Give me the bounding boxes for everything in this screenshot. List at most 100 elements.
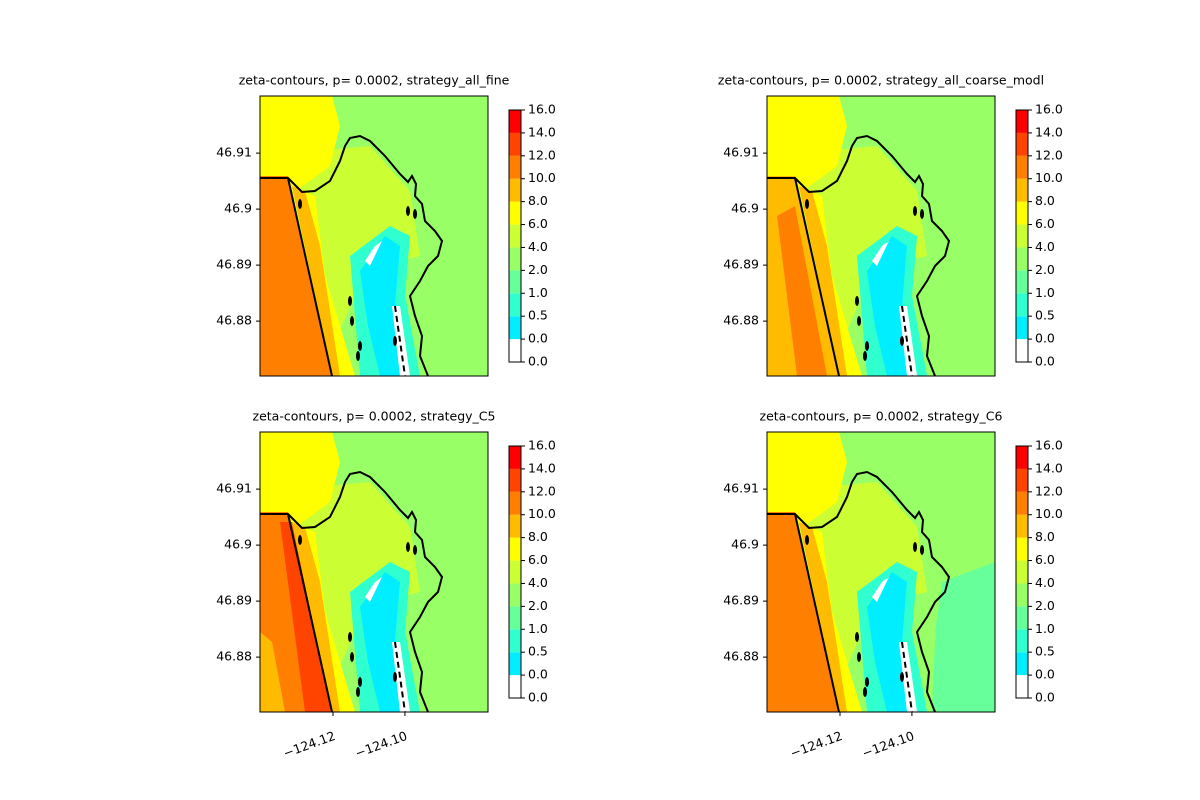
colorbar-segment: [509, 675, 521, 698]
colorbar-segment: [1016, 560, 1028, 584]
shore-line: [901, 305, 913, 376]
colorbar-tick-label: 0.0: [528, 354, 548, 369]
island: [358, 677, 362, 687]
shore-line: [901, 641, 913, 712]
island: [857, 652, 861, 662]
field: [799, 186, 847, 376]
colorbar-tick-label: 16.0: [528, 102, 556, 117]
field: [260, 432, 340, 524]
island: [865, 677, 869, 687]
beach-line: [794, 177, 840, 376]
colorbar-tick-label: 2.0: [1035, 262, 1055, 277]
colorbar-tick-label: 6.0: [1035, 216, 1055, 231]
colorbar-segment: [1016, 339, 1028, 362]
axes-frame: [259, 95, 489, 377]
island: [358, 341, 362, 351]
island: [857, 316, 861, 326]
colorbar-tick-label: 10.0: [1035, 506, 1063, 521]
colorbar-segment: [509, 132, 521, 156]
colorbar-tick-label: 16.0: [1035, 102, 1063, 117]
colorbar-tick-label: 4.0: [1035, 239, 1055, 254]
colorbar-segment: [509, 247, 521, 271]
colorbar-frame: [1015, 445, 1029, 699]
colorbar-segment: [1016, 446, 1028, 469]
colorbar-tick-label: 14.0: [528, 460, 556, 475]
field: [365, 577, 382, 602]
y-tick-label: 46.9: [224, 537, 252, 552]
colorbar-segment: [1016, 537, 1028, 561]
colorbar-segment: [509, 629, 521, 653]
colorbar-segment: [1016, 201, 1028, 225]
island: [913, 542, 917, 552]
coastline: [260, 470, 444, 712]
map: [260, 432, 488, 712]
colorbar-tick-label: 2.0: [528, 262, 548, 277]
axes-frame: [259, 431, 489, 713]
field: [872, 577, 889, 602]
island: [356, 687, 360, 697]
colorbar-segment: [509, 270, 521, 294]
island: [913, 206, 917, 216]
panel-title: zeta-contours, p= 0.0002, strategy_all_f…: [239, 73, 510, 88]
map: [260, 96, 488, 376]
colorbar-segment: [509, 560, 521, 584]
colorbar-frame: [508, 109, 522, 363]
island: [920, 209, 924, 219]
colorbar-tick-label: 16.0: [1035, 438, 1063, 453]
colorbar-segment: [1016, 132, 1028, 156]
colorbar-tick-label: 0.5: [1035, 644, 1055, 659]
x-tick-label: −124.10: [353, 728, 409, 761]
field: [425, 582, 488, 712]
y-tick-label: 46.9: [731, 201, 759, 216]
field: [292, 522, 340, 712]
island: [356, 351, 360, 361]
colorbar-tick-label: 4.0: [528, 575, 548, 590]
beach-line: [287, 513, 333, 712]
colorbar-segment: [509, 583, 521, 607]
colorbar-segment: [1016, 629, 1028, 653]
colorbar-segment: [509, 514, 521, 538]
y-tick-label: 46.89: [216, 257, 252, 272]
colorbar-segment: [509, 155, 521, 179]
y-tick-label: 46.91: [723, 481, 759, 496]
colorbar-segment: [1016, 178, 1028, 202]
island: [413, 209, 417, 219]
colorbar-segment: [1016, 583, 1028, 607]
island: [863, 351, 867, 361]
beach-line: [794, 513, 840, 712]
field: [799, 522, 847, 712]
field: [292, 186, 340, 376]
island: [900, 672, 904, 682]
colorbar-tick-label: 8.0: [528, 529, 548, 544]
colorbar-segment: [509, 339, 521, 362]
panel-title: zeta-contours, p= 0.0002, strategy_C6: [760, 409, 1003, 424]
colorbar-segment: [509, 293, 521, 317]
field: [365, 241, 382, 266]
colorbar-tick-label: 2.0: [528, 598, 548, 613]
colorbar-segment: [1016, 224, 1028, 248]
colorbar-segment: [1016, 468, 1028, 492]
colorbar-tick-label: 8.0: [1035, 193, 1055, 208]
island: [900, 336, 904, 346]
island: [393, 672, 397, 682]
island: [406, 542, 410, 552]
colorbar-tick-label: 4.0: [528, 239, 548, 254]
axes-frame: [766, 431, 996, 713]
coastline: [260, 134, 444, 376]
colorbar-tick-label: 2.0: [1035, 598, 1055, 613]
field: [932, 246, 995, 376]
coastline: [767, 470, 951, 712]
colorbar-segment: [1016, 270, 1028, 294]
y-tick-label: 46.9: [224, 201, 252, 216]
field: [932, 582, 995, 712]
island: [855, 632, 859, 642]
colorbar-segment: [1016, 293, 1028, 317]
colorbar-tick-label: 16.0: [528, 438, 556, 453]
colorbar-segment: [1016, 247, 1028, 271]
colorbar-tick-label: 10.0: [528, 506, 556, 521]
field: [767, 96, 847, 188]
colorbar-tick-label: 0.0: [528, 331, 548, 346]
y-tick-label: 46.9: [731, 537, 759, 552]
panel: zeta-contours, p= 0.0002, strategy_C5 46.…: [216, 409, 556, 761]
